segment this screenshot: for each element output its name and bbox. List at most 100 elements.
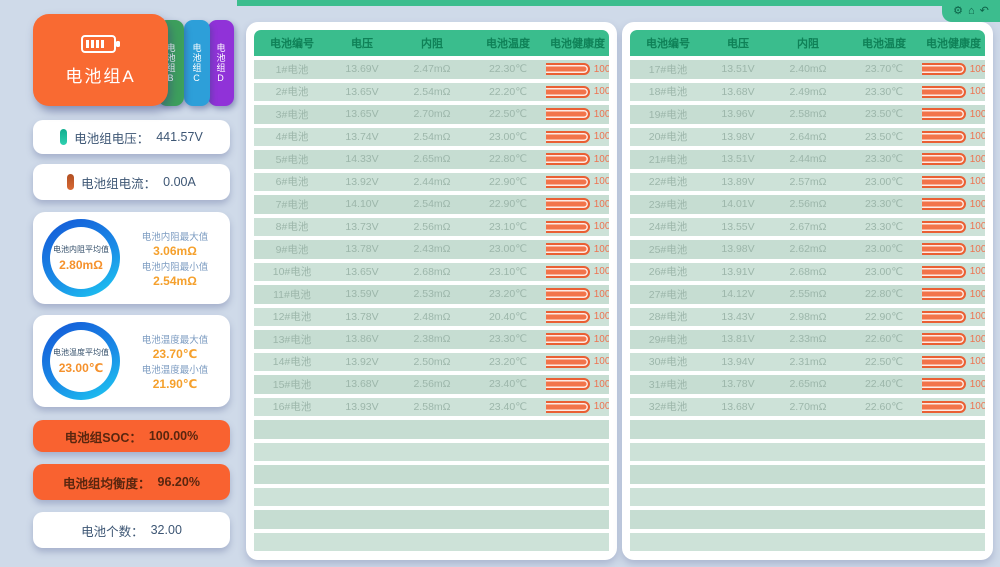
resistance-cell: 2.98mΩ (789, 310, 827, 323)
voltage-cell: 13.89V (721, 175, 755, 188)
health-bar (546, 265, 590, 278)
resistance-max-value: 3.06mΩ (153, 243, 197, 258)
tab-battery-group-c[interactable]: 电池组C (184, 20, 210, 106)
battery-id-cell: 10#电池 (272, 266, 312, 279)
empty-row (254, 465, 609, 484)
column-header: 电池温度 (862, 38, 906, 50)
health-bar (922, 310, 966, 323)
battery-id-cell: 26#电池 (648, 266, 688, 279)
soc-label: 电池组SOC： (64, 430, 142, 445)
pack-current-card: 电池组电流： 0.00A (33, 164, 230, 200)
health-bar (922, 85, 966, 98)
empty-row (630, 487, 985, 506)
temperature-cell: 23.50℃ (864, 130, 904, 143)
battery-row: 12#电池 13.78V 2.48mΩ 20.40℃ 100% (254, 307, 609, 326)
voltage-cell: 14.01V (721, 198, 755, 211)
voltage-cell: 13.65V (345, 108, 379, 121)
health-cell: 100% (546, 378, 609, 391)
battery-row: 24#电池 13.55V 2.67mΩ 23.30℃ 100% (630, 217, 985, 236)
health-cell: 100% (546, 153, 609, 166)
battery-row: 2#电池 13.65V 2.54mΩ 22.20℃ 100% (254, 82, 609, 101)
undo-icon[interactable]: ↶ (979, 4, 989, 17)
battery-id-cell: 3#电池 (275, 108, 309, 121)
health-bar (922, 220, 966, 233)
temperature-cell: 23.40℃ (488, 400, 528, 413)
tab-battery-group-d[interactable]: 电池组D (208, 20, 234, 106)
voltage-cell: 13.92V (345, 355, 379, 368)
temperature-cell: 23.00℃ (864, 265, 904, 278)
health-bar (546, 108, 590, 121)
resistance-cell: 2.47mΩ (413, 63, 451, 76)
voltage-cell: 13.92V (345, 175, 379, 188)
health-bar (922, 400, 966, 413)
health-bar (546, 288, 590, 301)
health-percent: 100% (969, 153, 985, 165)
temperature-cell: 22.80℃ (864, 288, 904, 301)
battery-id-cell: 27#电池 (648, 288, 688, 301)
battery-row: 5#电池 14.33V 2.65mΩ 22.80℃ 100% (254, 150, 609, 169)
battery-row: 4#电池 13.74V 2.54mΩ 23.00℃ 100% (254, 127, 609, 146)
battery-id-cell: 4#电池 (275, 131, 309, 144)
temperature-cell: 22.80℃ (488, 153, 528, 166)
resistance-cell: 2.56mΩ (413, 378, 451, 391)
battery-icon (80, 34, 121, 54)
voltage-cell: 13.86V (345, 333, 379, 346)
health-bar (546, 198, 590, 211)
health-cell: 100% (546, 400, 609, 413)
health-percent: 100% (969, 243, 985, 255)
health-cell: 100% (922, 153, 985, 166)
temperature-cell: 23.50℃ (864, 108, 904, 121)
voltage-cell: 14.33V (345, 153, 379, 166)
health-percent: 100% (969, 221, 985, 233)
health-percent: 100% (969, 288, 985, 300)
temperature-cell: 22.90℃ (864, 310, 904, 323)
battery-row: 6#电池 13.92V 2.44mΩ 22.90℃ 100% (254, 172, 609, 191)
column-header: 电池编号 (646, 38, 690, 50)
battery-row: 26#电池 13.91V 2.68mΩ 23.00℃ 100% (630, 262, 985, 281)
resistance-cell: 2.49mΩ (789, 85, 827, 98)
health-cell: 100% (546, 130, 609, 143)
temperature-cell: 22.90℃ (488, 175, 528, 188)
battery-id-cell: 9#电池 (275, 243, 309, 256)
current-pill-icon (67, 174, 75, 190)
temperature-cell: 22.20℃ (488, 85, 528, 98)
empty-row (630, 510, 985, 529)
temperature-max-value: 23.70℃ (152, 346, 198, 361)
health-bar (546, 378, 590, 391)
temperature-cell: 22.60℃ (864, 400, 904, 413)
temperature-cell: 23.00℃ (864, 243, 904, 256)
health-percent: 100% (593, 243, 609, 255)
temperature-cell: 23.40℃ (488, 378, 528, 391)
health-cell: 100% (922, 63, 985, 76)
voltage-cell: 13.91V (721, 265, 755, 278)
health-percent: 100% (593, 333, 609, 345)
battery-id-cell: 29#电池 (648, 333, 688, 346)
battery-row: 30#电池 13.94V 2.31mΩ 22.50℃ 100% (630, 352, 985, 371)
home-icon[interactable]: ⌂ (968, 4, 975, 17)
empty-row (254, 442, 609, 461)
sidebar: 电池组B 电池组C 电池组D 电池组A 电池组电压： 441.57V 电池组电流： … (0, 0, 245, 567)
tab-battery-group-a[interactable]: 电池组A (33, 14, 168, 106)
empty-row (254, 510, 609, 529)
health-bar (546, 85, 590, 98)
battery-id-cell: 18#电池 (648, 86, 688, 99)
balance-value: 96.20% (157, 475, 200, 489)
health-cell: 100% (922, 220, 985, 233)
resistance-cell: 2.57mΩ (789, 175, 827, 188)
soc-card: 电池组SOC： 100.00% (33, 420, 230, 452)
health-cell: 100% (922, 355, 985, 368)
temperature-cell: 23.00℃ (488, 243, 528, 256)
temperature-min-label: 电池温度最小值 (141, 364, 209, 376)
resistance-cell: 2.48mΩ (413, 310, 451, 323)
health-percent: 100% (969, 356, 985, 368)
resistance-max-label: 电池内阻最大值 (141, 231, 209, 243)
health-percent: 100% (969, 176, 985, 188)
health-cell: 100% (546, 243, 609, 256)
resistance-min-label: 电池内阻最小值 (141, 261, 209, 273)
battery-row: 25#电池 13.98V 2.62mΩ 23.00℃ 100% (630, 240, 985, 259)
health-bar (546, 400, 590, 413)
resistance-gauge-title: 电池内阻平均值 (53, 245, 109, 254)
gear-icon[interactable]: ⚙ (953, 4, 963, 17)
voltage-cell: 13.68V (721, 400, 755, 413)
voltage-cell: 13.68V (345, 378, 379, 391)
